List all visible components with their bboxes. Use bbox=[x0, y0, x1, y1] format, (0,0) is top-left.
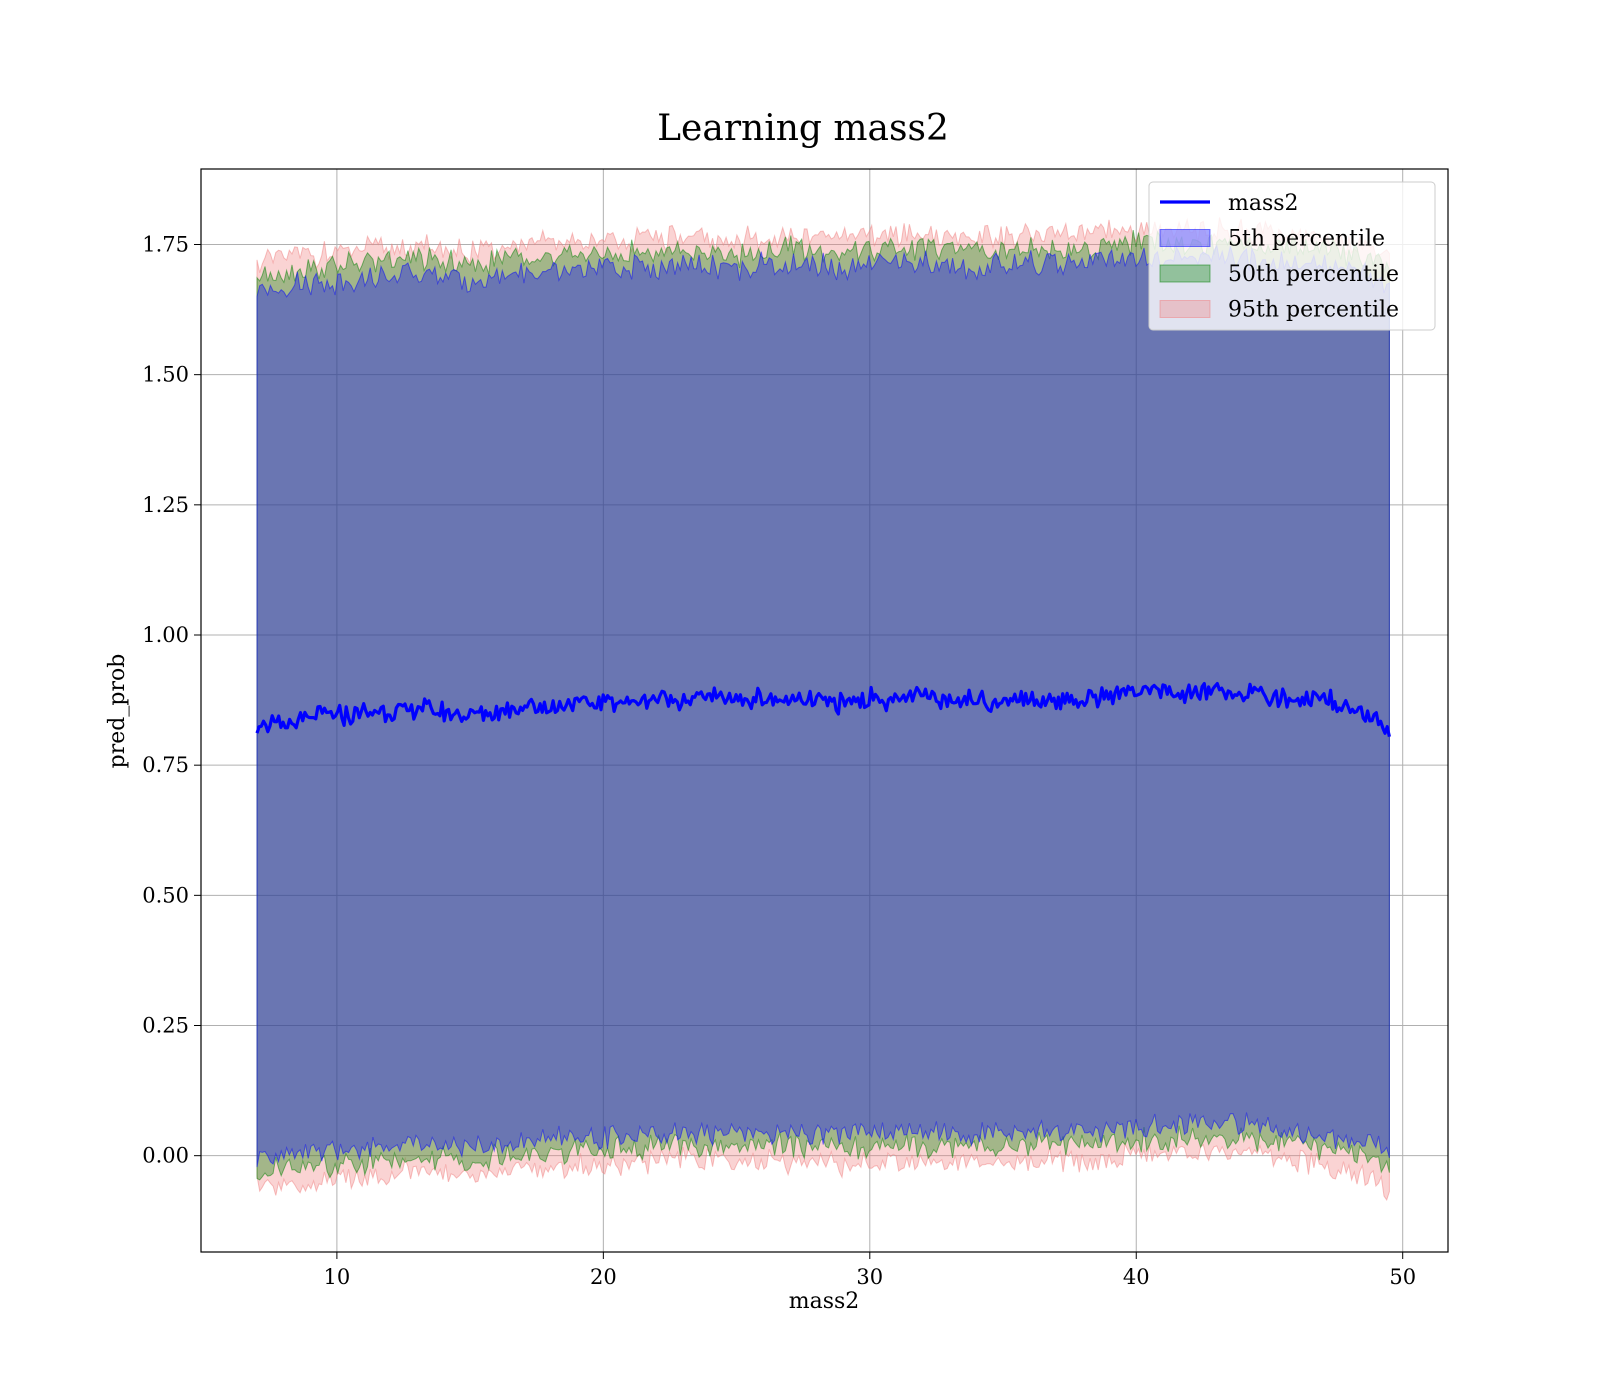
axis-ticks: 10 20 30 40 50 0.00 0.25 0.50 0.75 1.00 1.25 1.50 1.… bbox=[142, 232, 1416, 1289]
band-50th-percentile bbox=[256, 230, 1390, 1181]
x-tick-label-50: 50 bbox=[1389, 1265, 1416, 1289]
series-line-mass2 bbox=[255, 682, 1391, 738]
legend-label-50th-percentile: 50th percentile bbox=[1228, 262, 1399, 287]
legend-swatch-50th-percentile bbox=[1159, 264, 1211, 283]
x-axis-label: mass2 bbox=[789, 1289, 860, 1314]
legend-swatch-5th-percentile bbox=[1159, 229, 1211, 247]
y-tick-label-0.00: 0.00 bbox=[142, 1144, 189, 1168]
x-tick-label-30: 30 bbox=[856, 1265, 883, 1289]
y-tick-label-1.25: 1.25 bbox=[142, 493, 189, 517]
band-5th-percentile bbox=[256, 244, 1390, 1168]
y-axis-label: pred_prob bbox=[105, 654, 130, 769]
band-95th-percentile bbox=[256, 217, 1390, 1202]
x-tick-label-20: 20 bbox=[590, 1265, 617, 1289]
x-tick-label-40: 40 bbox=[1123, 1265, 1150, 1289]
y-tick-label-1.50: 1.50 bbox=[142, 363, 189, 387]
y-tick-label-1.75: 1.75 bbox=[142, 232, 189, 256]
legend: mass2 5th percentile 50th percentile 95th p… bbox=[1148, 181, 1436, 331]
legend-label-5th-percentile: 5th percentile bbox=[1228, 227, 1385, 252]
legend-box bbox=[1148, 181, 1436, 331]
y-tick-label-1.00: 1.00 bbox=[142, 623, 189, 647]
percentile-bands bbox=[256, 217, 1390, 1202]
legend-swatch-95th-percentile bbox=[1159, 300, 1211, 318]
legend-label-mass2: mass2 bbox=[1228, 191, 1299, 216]
plot-frame bbox=[200, 168, 1449, 1253]
y-tick-label-0.50: 0.50 bbox=[142, 883, 189, 907]
y-tick-label-0.25: 0.25 bbox=[142, 1014, 189, 1038]
chart-title: Learning mass2 bbox=[657, 108, 949, 149]
x-tick-label-10: 10 bbox=[324, 1265, 351, 1289]
y-tick-label-0.75: 0.75 bbox=[142, 753, 189, 777]
mass2-line bbox=[255, 682, 1391, 738]
legend-label-95th-percentile: 95th percentile bbox=[1228, 298, 1399, 323]
